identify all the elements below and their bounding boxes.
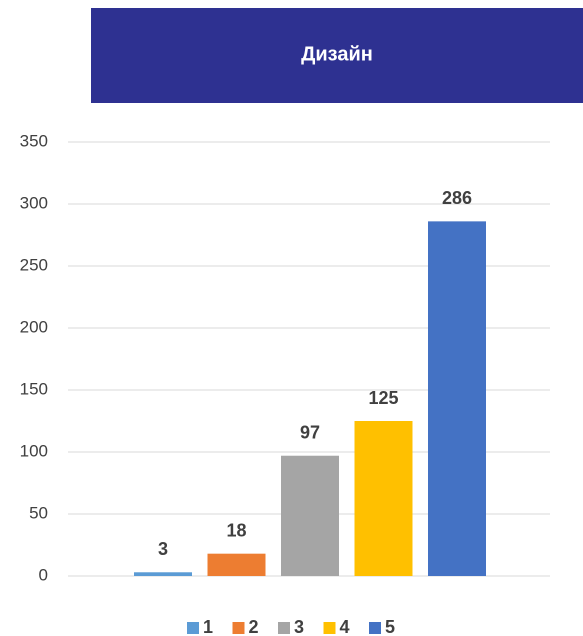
- y-tick-label: 0: [39, 565, 48, 584]
- data-label: 286: [442, 188, 472, 208]
- data-label: 3: [158, 539, 168, 559]
- legend-label: 3: [294, 617, 304, 636]
- bar: [354, 421, 413, 576]
- y-tick-label: 150: [20, 379, 48, 398]
- y-tick-label: 200: [20, 317, 48, 336]
- bar: [134, 572, 192, 576]
- bar: [281, 455, 339, 576]
- y-tick-label: 300: [20, 193, 48, 212]
- y-tick-label: 250: [20, 255, 48, 274]
- legend-swatch: [187, 622, 199, 634]
- legend-swatch: [278, 622, 290, 634]
- chart-title: Дизайн: [301, 43, 373, 65]
- y-tick-label: 50: [29, 503, 48, 522]
- legend-swatch: [323, 622, 336, 634]
- title-box: [91, 8, 583, 103]
- legend-label: 4: [340, 617, 350, 636]
- bar: [428, 221, 486, 577]
- legend-swatch: [232, 622, 245, 634]
- legend-swatch: [369, 622, 381, 634]
- data-label: 97: [300, 422, 320, 442]
- data-label: 125: [368, 388, 398, 408]
- legend-label: 2: [249, 617, 259, 636]
- bar: [207, 553, 266, 576]
- data-label: 18: [226, 520, 246, 540]
- y-tick-label: 350: [20, 131, 48, 150]
- legend-label: 5: [385, 617, 395, 636]
- y-tick-label: 100: [20, 441, 48, 460]
- legend-label: 1: [203, 617, 213, 636]
